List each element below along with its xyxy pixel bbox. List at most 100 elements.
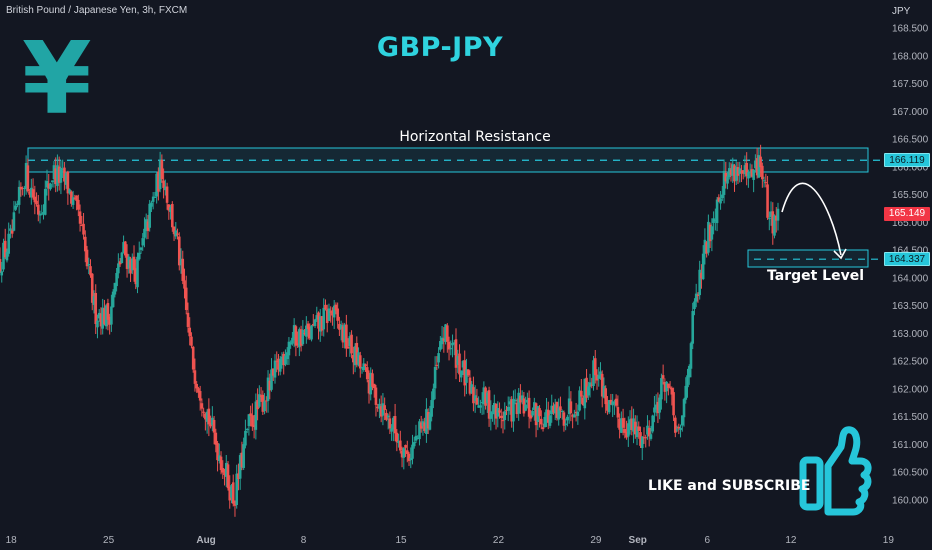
- price-axis[interactable]: JPY 160.000 160.500 161.000 161.500 162.000 16…: [892, 6, 929, 507]
- candle-up: [769, 201, 773, 226]
- candle-body: [639, 432, 642, 446]
- candle-body: [473, 395, 477, 402]
- candle-body: [3, 240, 7, 258]
- time-axis[interactable]: 18 25 Aug 8 15 22 29 Sep 6 12 19: [6, 535, 895, 546]
- candle-down: [670, 386, 674, 406]
- candle-up: [649, 425, 653, 441]
- candle-down: [63, 162, 66, 191]
- candle-up: [687, 364, 691, 385]
- y-tick-label: 165.500: [892, 190, 929, 201]
- candle-down: [35, 192, 38, 207]
- candle-up: [416, 435, 420, 440]
- candle-body: [237, 473, 240, 480]
- candle-down: [472, 376, 475, 412]
- candle-body: [487, 390, 491, 419]
- candle-body: [754, 160, 757, 169]
- candle-body: [432, 388, 435, 401]
- candle-body: [752, 169, 755, 180]
- candle-body: [352, 354, 355, 363]
- candle-body: [559, 406, 562, 411]
- candle-body: [674, 417, 677, 433]
- candle-up: [310, 324, 313, 342]
- candle-down: [708, 222, 712, 249]
- candle-body: [433, 366, 437, 389]
- candle-down: [226, 461, 230, 491]
- candle-body: [397, 441, 400, 443]
- candle-down: [82, 212, 85, 240]
- candle-body: [515, 402, 519, 415]
- annotation-zones: [27, 147, 884, 268]
- candle-down: [85, 245, 89, 270]
- y-tick-label: 160.500: [892, 468, 929, 479]
- candle-down: [75, 195, 78, 211]
- candle-body: [292, 325, 296, 341]
- candle-body: [627, 423, 630, 437]
- y-tick-label: 166.500: [892, 135, 929, 146]
- candle-up: [470, 381, 473, 394]
- candle-down: [193, 358, 197, 392]
- candle-body: [468, 377, 472, 394]
- candle-body: [285, 352, 289, 360]
- candle-up: [245, 427, 249, 433]
- candle-down: [371, 369, 374, 391]
- candle-body: [428, 413, 432, 430]
- candle-down: [324, 299, 327, 311]
- candle-up: [477, 396, 480, 408]
- candle-body: [726, 176, 729, 184]
- candle-down: [661, 364, 665, 385]
- candle-up: [433, 356, 437, 400]
- candle-body: [224, 462, 228, 477]
- candle-body: [214, 432, 218, 445]
- y-tick-label: 161.500: [892, 412, 929, 423]
- candle-body: [663, 381, 667, 392]
- candle-up: [452, 340, 456, 356]
- candle-body: [127, 256, 131, 269]
- candle-body: [529, 415, 533, 419]
- candle-body: [165, 186, 169, 203]
- candle-up: [727, 162, 731, 180]
- candle-up: [362, 358, 366, 372]
- candle-body: [444, 324, 447, 342]
- candle-down: [358, 351, 362, 378]
- candle-body: [28, 191, 31, 195]
- candle-body: [108, 316, 111, 325]
- candle-down: [621, 408, 625, 436]
- candle-up: [660, 373, 663, 410]
- candle-up: [533, 397, 536, 421]
- candle-up: [682, 397, 686, 427]
- candle-up: [573, 409, 576, 418]
- candle-down: [188, 317, 192, 346]
- candle-up: [136, 252, 139, 294]
- candle-down: [546, 401, 550, 430]
- candle-up: [449, 340, 453, 356]
- candle-up: [343, 322, 346, 349]
- candle-up: [776, 202, 780, 231]
- candle-up: [97, 308, 101, 322]
- candle-up: [628, 410, 632, 435]
- candle-body: [56, 165, 59, 186]
- y-tick-label: 160.000: [892, 496, 929, 507]
- candle-body: [560, 410, 564, 412]
- candle-down: [501, 411, 505, 434]
- candle-up: [482, 381, 486, 415]
- candle-up: [127, 254, 131, 274]
- candle-body: [174, 230, 178, 237]
- candle-down: [54, 157, 57, 193]
- candle-down: [364, 363, 367, 372]
- candle-body: [315, 315, 319, 320]
- candle-up: [489, 400, 493, 431]
- candle-down: [240, 441, 244, 471]
- candle-body: [226, 464, 230, 489]
- candle-up: [218, 443, 221, 464]
- candle-down: [541, 423, 545, 432]
- candle-up: [115, 267, 118, 292]
- candle-down: [581, 395, 585, 406]
- candle-down: [771, 202, 775, 245]
- candle-down: [484, 386, 487, 410]
- candle-body: [115, 273, 118, 287]
- candle-body: [616, 407, 620, 418]
- candle-up: [155, 172, 158, 204]
- candle-body: [357, 352, 360, 366]
- candle-body: [562, 412, 566, 426]
